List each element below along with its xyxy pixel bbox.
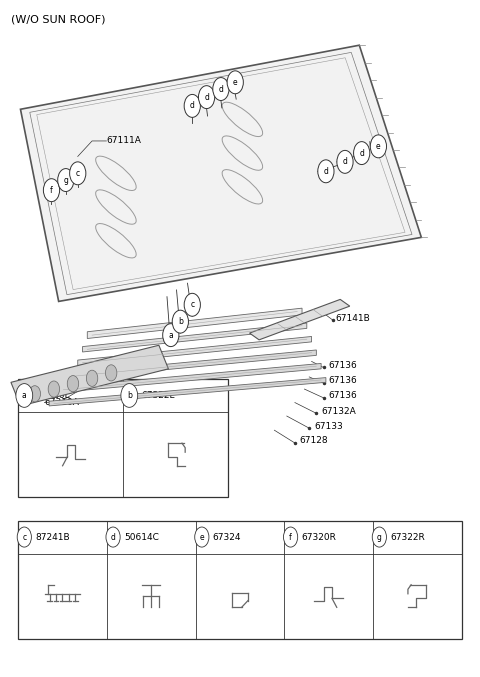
Circle shape [195,527,209,547]
Polygon shape [68,350,316,379]
Polygon shape [11,345,168,406]
Circle shape [29,386,40,402]
Circle shape [213,78,229,100]
Text: 67324: 67324 [213,533,241,542]
Text: 67111A: 67111A [107,137,141,146]
Circle shape [284,527,298,547]
Circle shape [121,384,138,408]
Text: 67322R: 67322R [390,533,425,542]
Text: a: a [22,391,27,400]
Text: d: d [110,533,116,542]
Text: 67320R: 67320R [301,533,336,542]
Text: d: d [359,148,364,158]
Circle shape [337,150,353,173]
Bar [18,521,462,638]
Text: c: c [190,301,194,309]
Text: 67128: 67128 [300,437,328,445]
Polygon shape [87,308,302,338]
Circle shape [70,162,86,185]
Polygon shape [78,336,312,366]
Text: 67133: 67133 [314,422,343,431]
Text: 87241B: 87241B [35,533,70,542]
Text: b: b [178,317,183,326]
Text: a: a [168,330,173,340]
Text: f: f [50,185,53,195]
Text: c: c [22,533,26,542]
Circle shape [372,527,386,547]
Polygon shape [250,299,350,340]
Circle shape [354,141,370,165]
Text: 67132A: 67132A [321,407,356,416]
Text: 67322L: 67322L [142,391,175,400]
Circle shape [172,310,189,333]
Text: d: d [190,102,195,110]
Circle shape [17,527,31,547]
Text: e: e [233,78,238,87]
Circle shape [184,293,200,316]
Text: g: g [377,533,382,542]
Text: 67136: 67136 [328,361,357,370]
Text: e: e [376,142,381,151]
Circle shape [43,179,60,202]
Text: b: b [127,391,132,400]
Circle shape [370,135,386,158]
Polygon shape [21,45,421,301]
Circle shape [227,71,243,93]
Text: d: d [218,85,223,93]
Circle shape [199,86,215,108]
Circle shape [318,160,334,183]
Circle shape [106,527,120,547]
Text: g: g [63,175,68,185]
Circle shape [48,381,60,397]
Polygon shape [49,378,326,406]
Circle shape [86,370,98,387]
Text: f: f [289,533,292,542]
Text: 67136: 67136 [328,376,357,385]
Circle shape [163,324,179,347]
Text: 67310A: 67310A [44,398,79,407]
Text: (W/O SUN ROOF): (W/O SUN ROOF) [11,15,106,25]
Text: e: e [200,533,204,542]
Text: 67320L: 67320L [36,391,70,400]
Polygon shape [59,364,321,393]
Bar [18,379,228,497]
Circle shape [67,376,79,392]
Text: d: d [324,167,328,176]
Circle shape [16,384,33,408]
Polygon shape [83,323,307,352]
Text: c: c [76,169,80,178]
Circle shape [184,94,200,117]
Text: 67141B: 67141B [336,313,370,323]
Text: d: d [204,93,209,102]
Text: d: d [343,157,348,167]
Circle shape [58,169,74,192]
Text: 67136: 67136 [328,391,357,400]
Circle shape [106,365,117,381]
Text: 50614C: 50614C [124,533,159,542]
